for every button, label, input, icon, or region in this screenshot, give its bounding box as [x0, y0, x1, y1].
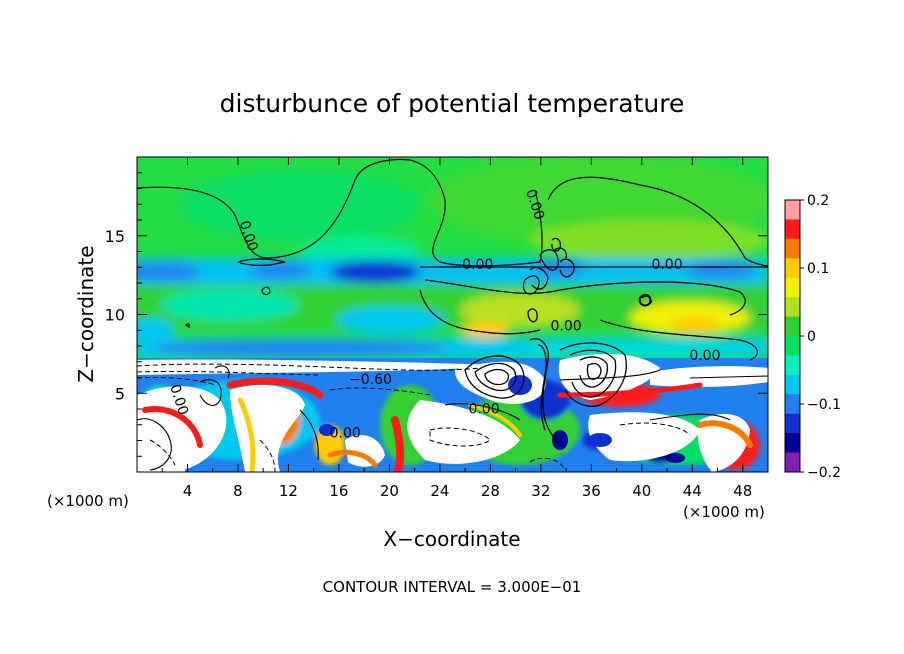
colorbar-swatch — [785, 355, 800, 376]
contour-label: 0.00 — [468, 402, 499, 418]
x-tick-label: 12 — [279, 482, 298, 500]
contour-label: 0.00 — [462, 257, 493, 273]
x-tick-label: 28 — [481, 482, 500, 500]
colorbar-swatch — [785, 452, 800, 473]
dense-contour-cluster — [464, 237, 652, 446]
x-unit-right: (×1000 m) — [683, 503, 765, 521]
colorbar-tick-label: −0.1 — [807, 397, 841, 413]
colorbar-swatch — [785, 200, 800, 220]
x-tick-label: 32 — [531, 482, 550, 500]
plot-area — [137, 157, 768, 472]
contour-lines — [137, 158, 768, 361]
contour-labels: 0.000.000.00 0.000.000.00−0.600.000.000.0… — [166, 187, 720, 441]
contour-label: 0.00 — [651, 257, 682, 273]
colorbar: 0.2 0.1 0 −0.1 −0.2 — [784, 193, 841, 481]
y-axis: 5 10 15 — [105, 172, 768, 457]
colorbar-tick-label: 0.2 — [807, 193, 829, 209]
x-tick-label: 36 — [582, 482, 601, 500]
colorbar-swatch — [785, 394, 800, 415]
colorbar-tick-label: −0.2 — [807, 465, 841, 481]
contour-interval-note: CONTOUR INTERVAL = 3.000E−01 — [323, 578, 582, 596]
y-tick-label: 5 — [115, 384, 125, 403]
y-tick-label: 10 — [105, 306, 125, 325]
colorbar-swatch — [785, 277, 800, 298]
colorbar-tick-label: 0 — [807, 329, 816, 345]
cold-spots — [319, 375, 685, 463]
colorbar-swatch — [785, 297, 800, 318]
y-axis-label: Z−coordinate — [74, 245, 98, 382]
colorbar-swatch — [785, 413, 800, 434]
colorbar-swatch — [785, 336, 800, 356]
x-tick-label: 16 — [329, 482, 348, 500]
contour-label: 0.00 — [550, 318, 581, 334]
colorbar-tick-label: 0.1 — [807, 261, 829, 277]
colorbar-swatch — [785, 258, 800, 279]
x-tick-label: 8 — [233, 482, 243, 500]
warm-streaks — [142, 377, 753, 472]
x-tick-label: 20 — [380, 482, 399, 500]
x-tick-label: 4 — [183, 482, 193, 500]
x-tick-label: 48 — [733, 482, 752, 500]
colorbar-swatch — [785, 374, 800, 395]
x-tick-label: 40 — [632, 482, 651, 500]
contour-label: 0.00 — [330, 425, 361, 441]
x-unit-left: (×1000 m) — [47, 492, 129, 510]
colorbar-swatch — [785, 316, 800, 337]
x-axis: 4 8 12 16 20 24 28 32 36 40 44 48 — [161, 157, 752, 500]
color-field — [137, 157, 768, 358]
y-tick-label: 15 — [105, 227, 125, 246]
chart-title: disturbunce of potential temperature — [220, 89, 685, 118]
contour-label: −0.60 — [349, 372, 392, 388]
contour-label: 0.00 — [689, 348, 720, 364]
x-axis-label: X−coordinate — [383, 527, 520, 551]
colorbar-swatch — [785, 238, 800, 259]
x-tick-label: 44 — [683, 482, 702, 500]
lower-contours — [137, 365, 768, 471]
x-tick-label: 24 — [430, 482, 449, 500]
colorbar-swatch — [785, 219, 800, 240]
colorbar-swatch — [785, 433, 800, 454]
